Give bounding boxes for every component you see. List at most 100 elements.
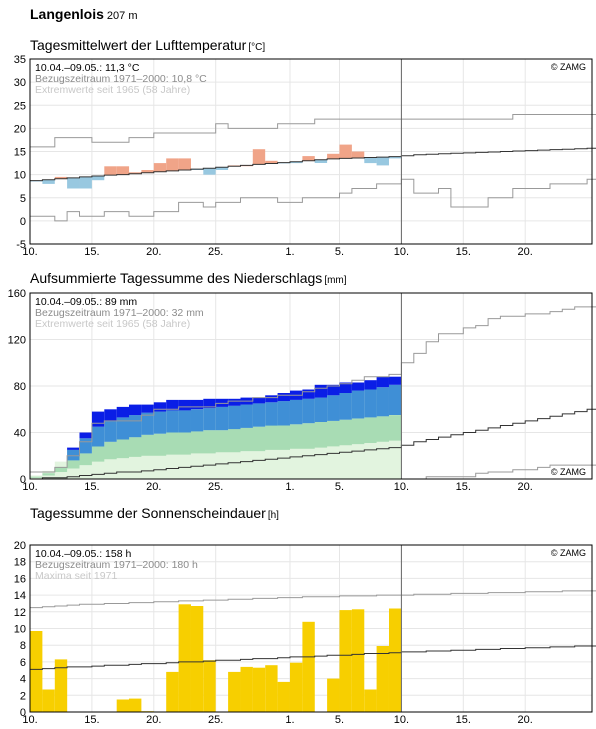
precipitation-chart-title: Aufsummierte Tagessumme des Niederschlag… (30, 270, 347, 286)
prec-excess-fill (339, 382, 352, 393)
temp-xtick-label: 15. (84, 246, 99, 258)
prec-q-fill (389, 384, 402, 415)
temp-ytick-label: 30 (14, 77, 26, 89)
prec-q-fill (376, 387, 389, 417)
temp-anomaly-bar (166, 158, 179, 171)
prec-band-mid (30, 415, 402, 478)
prec-excess-fill (364, 380, 377, 390)
sun-ytick-label: 20 (14, 540, 26, 552)
temp-ytick-label: -5 (16, 239, 26, 251)
prec-info-line: Bezugszeitraum 1971–2000: 32 mm (35, 307, 204, 319)
sun-mean-line (30, 645, 596, 670)
temp-anomaly-bar (215, 167, 229, 170)
prec-xtick-label: 1. (285, 481, 294, 493)
sun-info-line: Bezugszeitraum 1971–2000: 180 h (35, 559, 198, 571)
prec-excess-fill (190, 399, 204, 410)
prec-q-fill (215, 406, 229, 431)
temp-anomaly-bar (252, 149, 266, 165)
temp-info-line: 10.04.–09.05.: 11,3 °C (35, 62, 140, 74)
prec-excess-fill (178, 399, 191, 411)
temp-anomaly-bar (339, 144, 352, 159)
station-header: Langenlois 207 m (30, 6, 137, 22)
temp-xtick-label: 15. (456, 246, 471, 258)
prec-q-fill (364, 389, 377, 418)
prec-excess-fill (252, 397, 266, 404)
sun-bar (302, 621, 315, 712)
sun-bar (240, 666, 253, 712)
sunshine-title-text: Tagessumme der Sonnenscheindauer (30, 505, 266, 521)
sun-ytick-label: 18 (14, 557, 26, 569)
sun-bar (54, 659, 68, 712)
precipitation-title-text: Aufsummierte Tagessumme des Niederschlag… (30, 270, 323, 286)
prec-q-fill (129, 415, 142, 438)
prec-xtick-label: 5. (335, 481, 344, 493)
prec-xtick-label: 20. (146, 481, 161, 493)
sun-xtick-label: 10. (394, 714, 409, 726)
sun-bar (364, 689, 377, 712)
prec-excess-fill (153, 402, 167, 412)
temp-anomaly-bar (104, 166, 117, 176)
station-name: Langenlois (30, 6, 104, 22)
sun-plot-frame (29, 544, 593, 713)
temp-anomaly-bar (116, 166, 130, 175)
temp-ytick-label: 15 (14, 147, 26, 159)
prec-info-line: Extremwerte seit 1965 (58 Jahre) (35, 318, 190, 330)
sun-bar (129, 698, 142, 712)
sun-ytick-label: 10 (14, 624, 26, 636)
sun-bar (190, 606, 204, 712)
prec-q-fill (104, 420, 117, 442)
temp-anomaly-bar (91, 176, 105, 181)
temp-anomaly-bar (265, 160, 278, 164)
sun-bar (30, 631, 43, 712)
temperature-title-text: Tagesmittelwert der Lufttemperatur (30, 37, 247, 53)
prec-q-fill (327, 395, 340, 421)
temp-anomaly-bar (376, 157, 389, 166)
prec-excess-fill (104, 409, 117, 421)
sun-ytick-label: 16 (14, 573, 26, 585)
prec-ytick-label: 160 (8, 288, 26, 300)
sun-bar (252, 667, 266, 712)
station-elevation: 207 m (106, 10, 138, 22)
sun-bar (42, 689, 55, 712)
prec-excess-fill (265, 395, 278, 403)
sun-xtick-label: 15. (84, 714, 99, 726)
temp-anomaly-bar (79, 176, 92, 189)
sun-info-line: 10.04.–09.05.: 158 h (35, 548, 131, 560)
prec-q-fill (228, 405, 241, 430)
sun-ytick-label: 6 (20, 657, 26, 669)
sun-credit: © ZAMG (551, 548, 586, 558)
sun-xtick-label: 1. (285, 714, 294, 726)
sun-bar (290, 662, 303, 712)
prec-excess-fill (116, 406, 130, 418)
sun-max-line (30, 590, 596, 609)
prec-q-fill (265, 402, 278, 426)
temperature-title-unit: [°C] (248, 42, 266, 53)
temp-anomaly-bar (290, 161, 303, 164)
sun-bar (351, 609, 365, 712)
prec-q-fill (240, 404, 253, 428)
temp-xtick-label: 20. (146, 246, 161, 258)
sun-ytick-label: 12 (14, 607, 26, 619)
prec-xtick-label: 10. (22, 481, 37, 493)
sun-info-line: Maxima seit 1971 (35, 570, 117, 582)
prec-excess-fill (327, 384, 340, 396)
prec-xtick-label: 25. (208, 481, 223, 493)
sun-xtick-label: 5. (335, 714, 344, 726)
temp-xtick-label: 1. (285, 246, 294, 258)
sun-xtick-label: 10. (22, 714, 37, 726)
temp-xtick-label: 5. (335, 246, 344, 258)
temp-mean-line (30, 147, 596, 182)
sun-xtick-label: 25. (208, 714, 223, 726)
sun-xtick-label: 15. (456, 714, 471, 726)
prec-q-fill (79, 438, 92, 454)
temp-min-line (30, 178, 596, 222)
temp-ytick-label: 5 (20, 193, 26, 205)
prec-ytick-label: 0 (20, 474, 26, 486)
temp-anomaly-bar (364, 157, 377, 164)
sun-ytick-label: 14 (14, 590, 26, 602)
temp-credit: © ZAMG (551, 62, 586, 72)
temp-plot-frame (29, 58, 593, 245)
prec-q-fill (153, 411, 167, 434)
temp-anomaly-bar (67, 177, 80, 189)
